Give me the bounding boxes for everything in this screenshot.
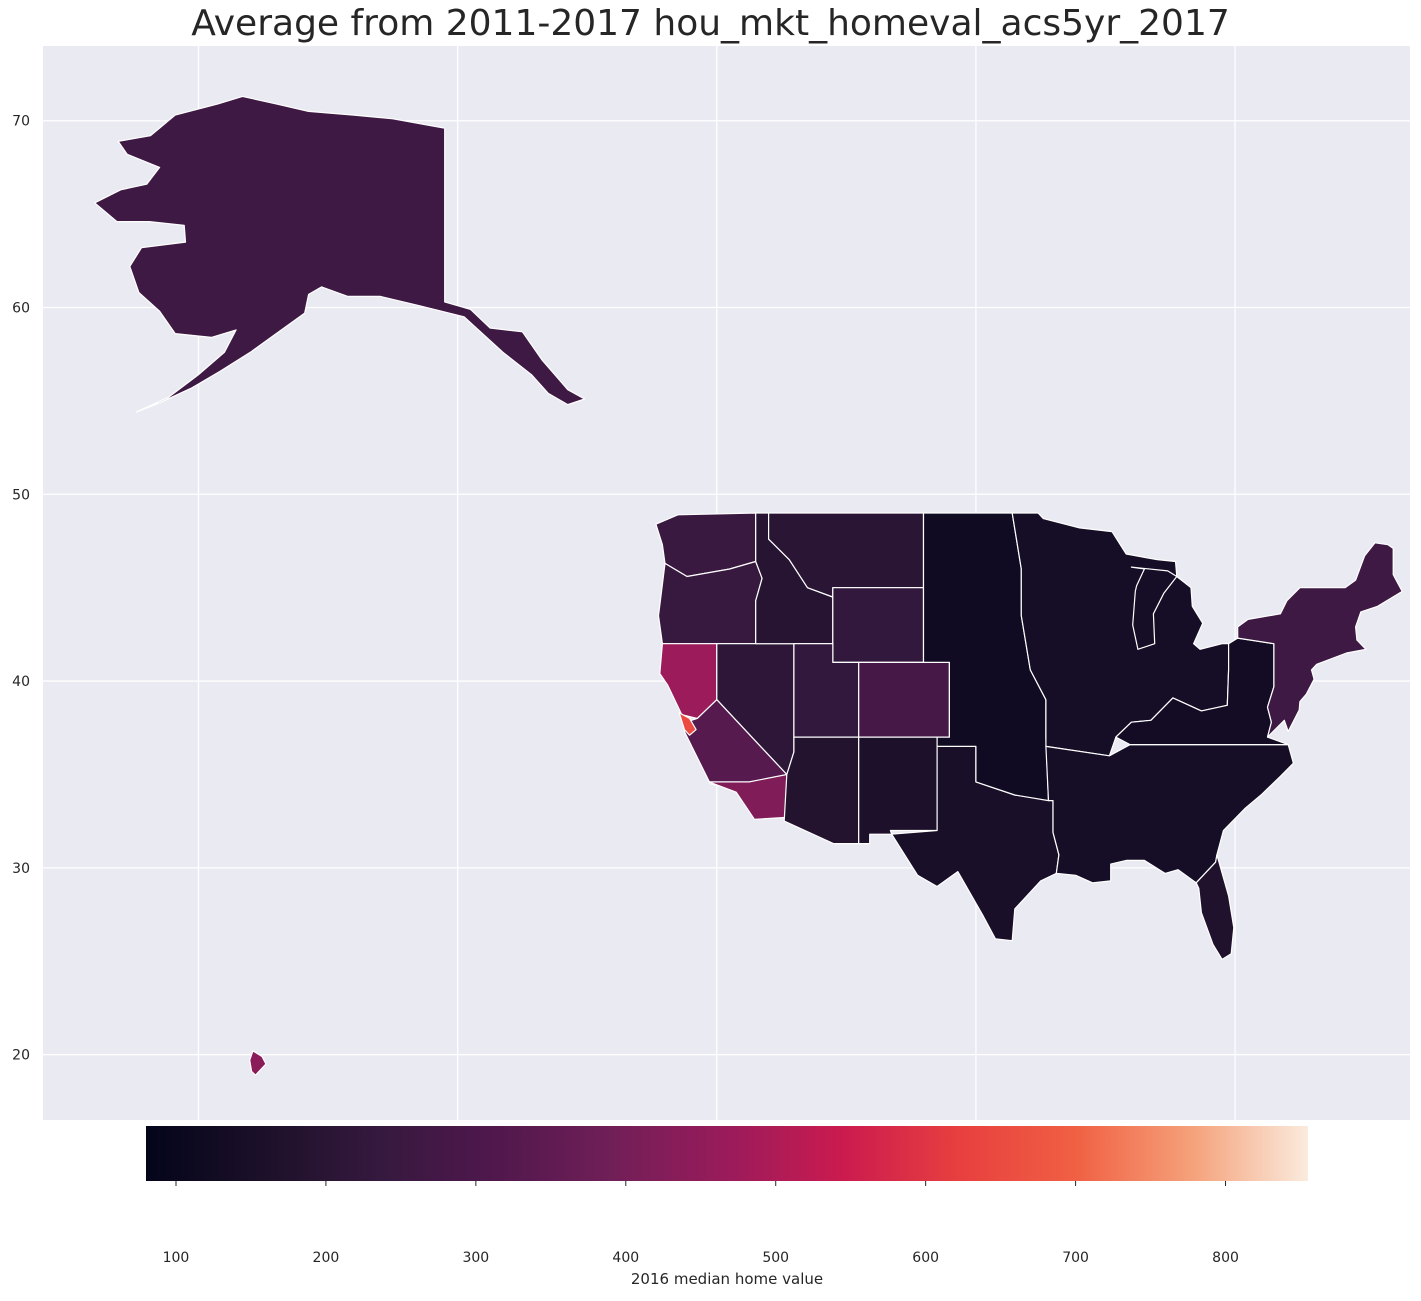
colorbar-label: 2016 median home value: [630, 1270, 824, 1288]
region-hawaii: [249, 1050, 267, 1076]
y-tick-label: 70: [12, 114, 30, 130]
map-title: Average from 2011-2017 hou_mkt_homeval_a…: [191, 3, 1230, 44]
region-northeast: [1237, 542, 1403, 738]
colorbar-tick-label: 200: [313, 1250, 340, 1266]
y-tick-label: 60: [12, 300, 30, 316]
colorbar-ticks: 100 200 300 400 500 600 700 800: [163, 1181, 1239, 1266]
colorbar-tick-label: 800: [1212, 1250, 1239, 1266]
region-new-mexico: [858, 736, 938, 845]
map-regions: [94, 95, 1403, 1076]
y-tick-label: 20: [12, 1048, 30, 1064]
region-oregon: [657, 560, 763, 645]
region-colorado: [858, 661, 951, 738]
colorbar: [146, 1126, 1308, 1181]
region-california-sf-bay: [678, 712, 697, 736]
colorbar-tick-label: 100: [163, 1250, 190, 1266]
colorbar-tick-label: 600: [912, 1250, 939, 1266]
colorbar-tick-label: 400: [612, 1250, 639, 1266]
colorbar-tick-label: 500: [762, 1250, 789, 1266]
region-alaska: [94, 95, 586, 413]
region-wyoming: [832, 587, 925, 664]
region-midwest: [1011, 512, 1230, 757]
y-tick-label: 30: [12, 861, 30, 877]
colorbar-tick-label: 700: [1062, 1250, 1089, 1266]
colorbar-tick-label: 300: [462, 1250, 489, 1266]
region-florida: [1195, 854, 1235, 961]
y-tick-label: 40: [12, 674, 30, 690]
y-tick-label: 50: [12, 487, 30, 503]
y-axis: 20 30 40 50 60 70: [12, 114, 30, 1064]
